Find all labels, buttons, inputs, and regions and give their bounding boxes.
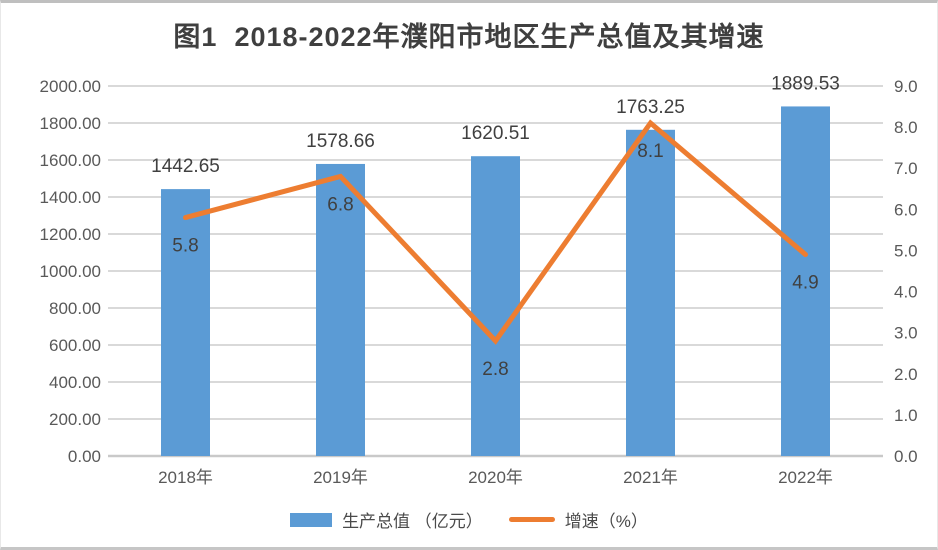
chart-title: 图1 2018-2022年濮阳市地区生产总值及其增速 [173, 22, 765, 52]
y-left-tick-label: 2000.00 [40, 77, 101, 96]
bar-value-label: 1620.51 [461, 123, 530, 144]
line-series [183, 119, 808, 345]
bar [161, 189, 210, 457]
line-point-label: 4.9 [792, 273, 818, 294]
y-left-tick-label: 200.00 [49, 410, 101, 429]
legend-line-label: 增速（%） [564, 512, 648, 531]
x-tick-label: 2021年 [623, 468, 678, 487]
legend-line-swatch-icon [508, 517, 555, 522]
y-right-tick-label: 0.0 [894, 447, 918, 466]
x-tick-label: 2022年 [778, 468, 833, 487]
y-right-tick-label: 7.0 [894, 159, 918, 178]
x-tick-label: 2020年 [468, 468, 523, 487]
y-left-tick-label: 1000.00 [40, 262, 101, 281]
y-left-tick-label: 400.00 [49, 373, 101, 392]
bar [316, 163, 365, 456]
y-left-tick-label: 800.00 [49, 299, 101, 318]
y-right-tick-label: 3.0 [894, 324, 918, 343]
y-left-tick-label: 1400.00 [40, 188, 101, 207]
line-point-label: 6.8 [327, 194, 353, 215]
line-point-label: 8.1 [637, 141, 663, 162]
y-left-tick-label: 1200.00 [40, 225, 101, 244]
x-tick-label: 2019年 [313, 468, 368, 487]
x-tick-label: 2018年 [158, 468, 213, 487]
chart-legend: 生产总值 （亿元） 增速（%） [1, 507, 937, 532]
y-right-tick-label: 9.0 [894, 77, 918, 96]
bar-value-label: 1763.25 [616, 97, 685, 118]
y-right-tick-label: 5.0 [894, 241, 918, 260]
bar-value-label: 1578.66 [306, 131, 375, 152]
legend-bar-label: 生产总值 （亿元） [342, 512, 483, 531]
bar-value-label: 1889.53 [771, 73, 840, 94]
y-left-tick-label: 600.00 [49, 336, 101, 355]
y-right-tick-label: 2.0 [894, 365, 918, 384]
bar-value-label: 1442.65 [151, 156, 220, 177]
y-left-tick-label: 1800.00 [40, 114, 101, 133]
line-point-label: 2.8 [482, 359, 508, 380]
bar [471, 156, 520, 457]
y-right-tick-label: 6.0 [894, 200, 918, 219]
y-right-tick-label: 8.0 [894, 118, 918, 137]
bar [781, 106, 830, 456]
line-point-label: 5.8 [172, 236, 198, 257]
y-left-tick-label: 0.00 [68, 447, 101, 466]
combo-chart-canvas: 0.00 200.00 400.00 600.00 800.00 1000.00 1200.… [40, 73, 918, 487]
bar [626, 129, 675, 456]
y-left-tick-label: 1600.00 [40, 151, 101, 170]
y-right-tick-label: 4.0 [894, 283, 918, 302]
y-right-tick-label: 1.0 [894, 406, 918, 425]
legend-bar-swatch-icon [290, 512, 333, 527]
